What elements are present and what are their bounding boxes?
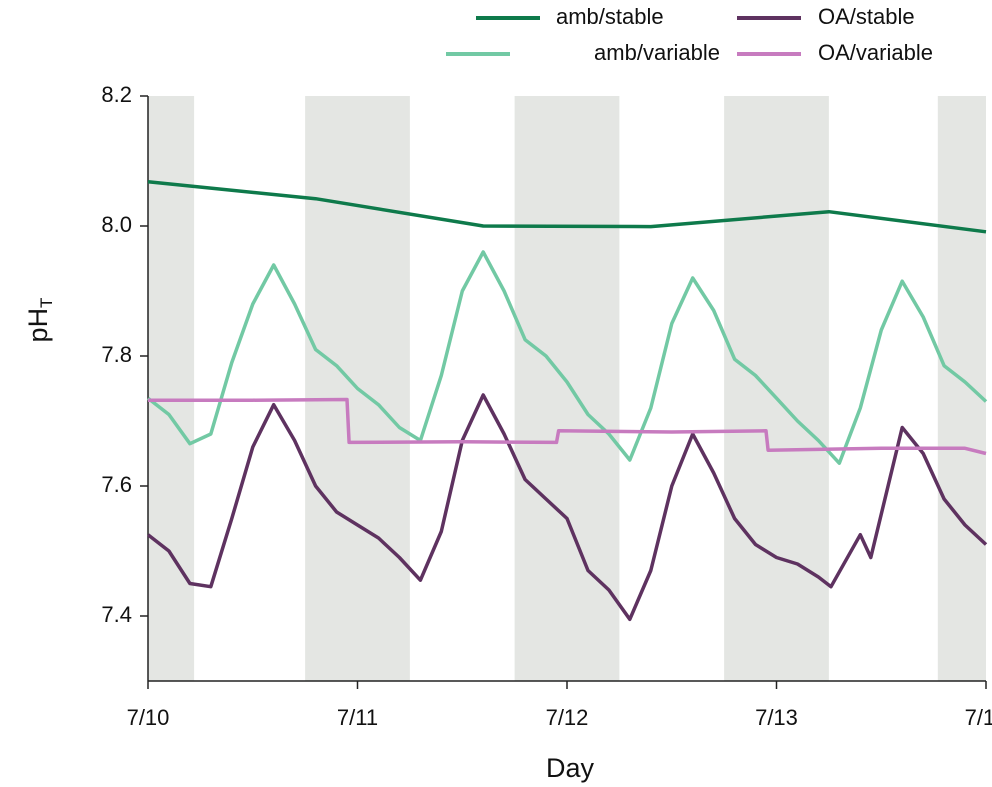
night-band xyxy=(937,96,986,681)
x-tick-label: 7/10 xyxy=(127,705,170,730)
x-axis-label: Day xyxy=(546,753,595,783)
y-label-main: pH xyxy=(23,308,53,343)
series-line xyxy=(146,250,988,465)
series-line xyxy=(148,397,987,456)
legend-label: amb/stable xyxy=(556,4,664,29)
y-axis-label-group: pHT xyxy=(23,298,56,343)
x-tick-label: 7/13 xyxy=(755,705,798,730)
y-tick-label: 8.2 xyxy=(101,82,132,107)
y-tick-label: 7.8 xyxy=(101,342,132,367)
x-tick-label: 7/12 xyxy=(546,705,589,730)
night-band xyxy=(514,96,620,681)
x-tick-label: 7/11 xyxy=(337,705,378,730)
y-tick-label: 7.4 xyxy=(101,602,132,627)
night-band xyxy=(148,96,195,681)
y-tick-label: 8.0 xyxy=(101,212,132,237)
night-band xyxy=(724,96,829,681)
legend-label: OA/variable xyxy=(818,40,933,65)
y-label-subscript: T xyxy=(37,298,56,308)
legend-label: amb/variable xyxy=(594,40,720,65)
legend-label: OA/stable xyxy=(818,4,915,29)
y-tick-label: 7.6 xyxy=(101,472,132,497)
series-line xyxy=(146,393,988,622)
y-axis-label: pHT xyxy=(23,298,56,343)
series-line xyxy=(147,180,987,234)
x-tick-label: 7/14 xyxy=(965,705,992,730)
